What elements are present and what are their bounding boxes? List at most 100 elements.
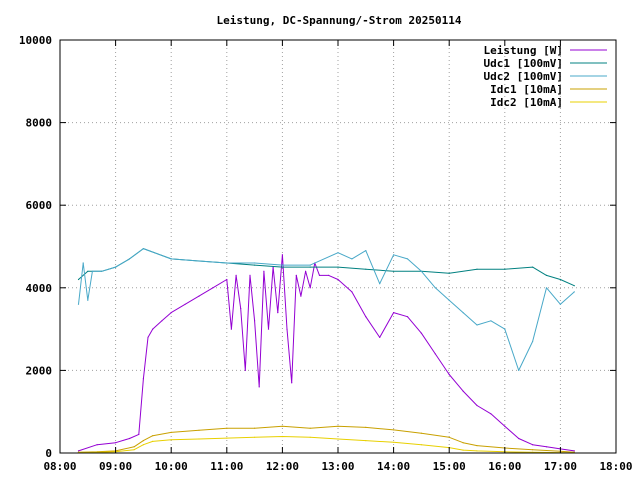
- data-point: [462, 449, 464, 451]
- data-point: [318, 274, 321, 276]
- data-point: [337, 266, 339, 268]
- data-point: [161, 320, 163, 322]
- data-point: [226, 278, 228, 281]
- legend-label: Udc2 [100mV]: [484, 70, 563, 83]
- data-point: [254, 436, 256, 438]
- data-point: [226, 437, 228, 439]
- x-tick-label: 18:00: [599, 460, 632, 473]
- data-point: [184, 303, 186, 305]
- data-point: [240, 307, 242, 310]
- data-point: [448, 373, 450, 376]
- data-point: [365, 440, 367, 442]
- data-point: [281, 425, 283, 427]
- data-point: [545, 274, 548, 276]
- data-point: [115, 442, 117, 444]
- data-point: [337, 425, 339, 427]
- data-point: [476, 324, 478, 326]
- x-tick-label: 11:00: [210, 460, 243, 473]
- series-line-1: [78, 254, 575, 452]
- ticks: 08:00 09:00 10:00 11:00 12:00 13:00 14:00 15:00…: [19, 34, 633, 473]
- data-point: [87, 299, 89, 301]
- data-point: [393, 429, 395, 431]
- data-point: [198, 295, 200, 297]
- data-point: [96, 444, 98, 446]
- data-point: [142, 444, 144, 446]
- data-point: [263, 270, 265, 272]
- data-point: [434, 353, 436, 355]
- series-line-5: [78, 436, 575, 454]
- data-point: [170, 312, 172, 314]
- data-point: [532, 266, 534, 268]
- data-point: [448, 272, 450, 274]
- data-point: [406, 258, 409, 260]
- y-tick-label: 10000: [19, 34, 52, 47]
- y-tick-label: 0: [45, 447, 52, 460]
- y-tick-label: 8000: [26, 117, 53, 130]
- data-point: [212, 287, 214, 289]
- data-point: [393, 270, 395, 272]
- legend-label: Udc1 [100mV]: [484, 57, 563, 70]
- data-point: [244, 369, 246, 371]
- y-tick-label: 2000: [26, 364, 53, 377]
- data-point: [128, 437, 131, 440]
- data-point: [230, 328, 232, 330]
- data-point: [77, 278, 80, 281]
- data-point: [365, 316, 367, 318]
- data-point: [82, 262, 84, 264]
- x-tick-label: 15:00: [433, 460, 466, 473]
- legend: Leistung [W]Udc1 [100mV]Udc2 [100mV]Idc1…: [484, 44, 607, 109]
- data-point: [393, 441, 395, 443]
- series-line-4: [78, 425, 575, 453]
- x-tick-label: 17:00: [544, 460, 577, 473]
- data-point: [77, 450, 80, 452]
- data-point: [147, 336, 149, 338]
- data-point: [305, 270, 307, 272]
- data-point: [351, 291, 353, 293]
- data-point: [295, 274, 297, 276]
- data-point: [152, 440, 154, 442]
- data-point: [504, 268, 506, 270]
- data-point: [281, 266, 283, 268]
- data-point: [393, 254, 395, 256]
- data-point: [254, 262, 256, 264]
- data-point: [254, 264, 256, 266]
- data-point: [337, 278, 339, 281]
- data-point: [448, 436, 450, 438]
- data-point: [87, 270, 89, 272]
- data-point: [198, 429, 200, 431]
- series-line-2: [78, 248, 575, 287]
- data-point: [91, 270, 93, 272]
- data-point: [518, 369, 520, 371]
- y-tick-label: 4000: [26, 282, 53, 295]
- data-point: [291, 382, 293, 384]
- data-point: [115, 266, 117, 268]
- x-tick-label: 16:00: [488, 460, 521, 473]
- data-point: [77, 303, 80, 305]
- series-line-3: [78, 248, 575, 371]
- data-point: [267, 328, 270, 330]
- data-point: [365, 268, 367, 270]
- data-point: [351, 258, 353, 260]
- data-point: [328, 274, 330, 276]
- data-point: [420, 444, 422, 446]
- data-point: [142, 248, 144, 250]
- data-point: [254, 427, 256, 429]
- data-point: [420, 270, 422, 272]
- data-point: [152, 328, 154, 330]
- x-tick-label: 14:00: [377, 460, 410, 473]
- data-point: [532, 340, 534, 343]
- data-point: [235, 274, 237, 276]
- data-point: [420, 332, 422, 334]
- data-point: [545, 287, 548, 289]
- data-point: [101, 270, 103, 272]
- legend-label: Idc1 [10mA]: [490, 83, 563, 96]
- x-tick-label: 08:00: [43, 460, 76, 473]
- data-point: [518, 437, 520, 440]
- data-point: [170, 431, 172, 433]
- data-point: [420, 432, 422, 434]
- data-point: [559, 278, 562, 281]
- data-point: [365, 250, 367, 252]
- data-point: [281, 254, 283, 256]
- data-point: [476, 450, 478, 452]
- data-point: [393, 312, 395, 314]
